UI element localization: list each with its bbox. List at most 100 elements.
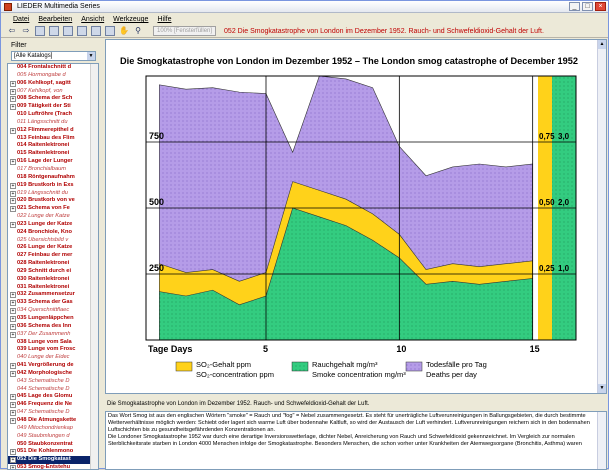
copy-icon[interactable] (77, 26, 87, 36)
list-item[interactable]: 031 Raitenlektronei (8, 284, 98, 292)
list-item[interactable]: 029 Schnitt durch ei (8, 268, 98, 276)
expand-icon[interactable]: + (10, 159, 16, 166)
list-item[interactable]: 049 Mitochondrienkap (8, 425, 98, 433)
list-item[interactable]: +032 Zusammensetzur (8, 291, 98, 299)
menu-datei[interactable]: Datei (13, 16, 30, 23)
list-item[interactable]: +036 Schema des Inn (8, 323, 98, 331)
back-arrow-icon[interactable]: ⇦ (8, 26, 16, 35)
scroll-up-icon[interactable]: ▲ (598, 40, 606, 49)
list-item[interactable]: 030 Raitenlektronei (8, 276, 98, 284)
expand-icon[interactable]: + (10, 308, 16, 315)
list-item[interactable]: 022 Lunge der Katze (8, 213, 98, 221)
description-scrollbar[interactable] (597, 412, 606, 469)
expand-icon[interactable]: + (10, 331, 16, 338)
expand-icon[interactable]: + (10, 457, 16, 464)
list-item[interactable]: 027 Feinbau der mer (8, 252, 98, 260)
expand-icon[interactable]: + (10, 182, 16, 189)
expand-icon[interactable]: + (10, 190, 16, 197)
list-item[interactable]: 018 Röntgenaufnahm (8, 174, 98, 182)
list-item[interactable]: +008 Schema der Sch (8, 95, 98, 103)
list-item[interactable]: 017 Bronchialbaum (8, 166, 98, 174)
list-item[interactable]: 026 Lunge der Katze (8, 244, 98, 252)
expand-icon[interactable]: + (10, 394, 16, 401)
list-item[interactable]: +034 Querschnittflaec (8, 307, 98, 315)
expand-icon[interactable]: + (10, 410, 16, 417)
expand-icon[interactable]: + (10, 198, 16, 205)
list-item[interactable]: 039 Lunge vom Frosc (8, 346, 98, 354)
expand-icon[interactable]: + (10, 300, 16, 307)
list-item[interactable]: 025 Übersichtsbild v (8, 237, 98, 245)
list-item[interactable]: +033 Schema der Gas (8, 299, 98, 307)
expand-icon[interactable]: + (10, 465, 16, 470)
expand-icon[interactable]: + (10, 96, 16, 103)
catalog-list[interactable]: 004 Frontalschnitt d 005 Hormongabe d +006… (7, 63, 99, 470)
list-item[interactable]: +051 Die Kohlenmono (8, 448, 98, 456)
expand-icon[interactable]: + (10, 417, 16, 424)
list-item[interactable]: +052 Die Smogkatast (8, 456, 98, 465)
list-item[interactable]: +053 Smog-Entstehu (8, 464, 98, 470)
list-item[interactable]: 010 Luftröhre (Trach (8, 111, 98, 119)
expand-icon[interactable]: + (10, 363, 16, 370)
chevron-down-icon[interactable]: ▼ (87, 52, 95, 60)
list-item[interactable]: +047 Schematische D (8, 409, 98, 417)
forward-arrow-icon[interactable]: ⇨ (22, 26, 30, 35)
list-item[interactable]: 040 Lunge der Eidec (8, 354, 98, 362)
list-item[interactable]: +009 Tätigkeit der Sti (8, 103, 98, 111)
expand-icon[interactable]: + (10, 80, 16, 87)
list-item[interactable]: 038 Lunge vom Sala (8, 339, 98, 347)
list-item[interactable]: +021 Schema von Fe (8, 205, 98, 213)
list-item[interactable]: 049 Staubmlungen d (8, 433, 98, 441)
list-item[interactable]: 044 Schematische D (8, 386, 98, 394)
expand-icon[interactable]: + (10, 221, 16, 228)
title-bar[interactable]: LIEDER Multimedia Series _ □ × (1, 1, 608, 13)
list-item[interactable]: 024 Bronchiole, Kno (8, 229, 98, 237)
figure-scrollbar[interactable]: ▲ ▼ (597, 40, 606, 393)
list-item[interactable]: 043 Schematische D (8, 378, 98, 386)
zoom-select[interactable]: 100% [Fensterfüllen] (153, 26, 217, 36)
list-item[interactable]: 004 Frontalschnitt d (8, 64, 98, 72)
expand-icon[interactable]: + (10, 449, 16, 456)
expand-icon[interactable]: + (10, 206, 16, 213)
list-item[interactable]: +006 Kehlkopf, sagitt (8, 80, 98, 88)
list-item[interactable]: +048 Die Atmungskette (8, 417, 98, 425)
expand-icon[interactable]: + (10, 402, 16, 409)
list-scrollbar[interactable] (90, 64, 98, 469)
menu-werkzeuge[interactable]: Werkzeuge (113, 16, 149, 23)
list-item[interactable]: +035 Lungenläppchen (8, 315, 98, 323)
menu-hilfe[interactable]: Hilfe (157, 16, 172, 23)
print-icon[interactable] (63, 26, 73, 36)
list-item[interactable]: +007 Kehlkopf, von (8, 88, 98, 96)
save-icon[interactable] (49, 26, 59, 36)
expand-icon[interactable]: + (10, 323, 16, 330)
expand-icon[interactable]: + (10, 292, 16, 299)
scroll-down-icon[interactable]: ▼ (598, 384, 606, 393)
minimize-button[interactable]: _ (569, 2, 580, 11)
expand-icon[interactable]: + (10, 88, 16, 95)
list-item[interactable]: +045 Lage des Glomu (8, 393, 98, 401)
hand-icon[interactable]: ✋ (119, 26, 129, 35)
list-item[interactable]: +012 Flimmerepithel d (8, 127, 98, 135)
menu-ansicht[interactable]: Ansicht (81, 16, 105, 23)
settings-icon[interactable] (105, 26, 115, 36)
list-item[interactable]: 011 Längsschnitt du (8, 119, 98, 127)
list-item[interactable]: +016 Lage der Lunger (8, 158, 98, 166)
zoom-icon[interactable]: ⚲ (135, 26, 141, 35)
list-item[interactable]: +046 Frequenz die Ne (8, 401, 98, 409)
list-item[interactable]: 015 Raitenlektronei (8, 150, 98, 158)
home-icon[interactable] (35, 26, 45, 36)
list-item[interactable]: +042 Morphologische (8, 370, 98, 378)
expand-icon[interactable]: + (10, 127, 16, 134)
list-item[interactable]: +019 Längsschnitt du (8, 190, 98, 198)
list-item[interactable]: +020 Brustkorb von ve (8, 197, 98, 205)
list-item[interactable]: +041 Vergrößerung de (8, 362, 98, 370)
list-item[interactable]: +019 Brustkorb in Exs (8, 182, 98, 190)
expand-icon[interactable]: + (10, 370, 16, 377)
list-item[interactable]: 013 Feinbau des Flim (8, 135, 98, 143)
list-item[interactable]: 050 Staubkonzentrat (8, 441, 98, 449)
list-item[interactable]: 005 Hormongabe d (8, 72, 98, 80)
list-item[interactable]: 014 Raitenlektronei (8, 142, 98, 150)
menu-bearbeiten[interactable]: Bearbeiten (38, 16, 73, 23)
list-item[interactable]: +037 Der Zusammenh (8, 331, 98, 339)
expand-icon[interactable]: + (10, 104, 16, 111)
close-button[interactable]: × (595, 2, 606, 11)
